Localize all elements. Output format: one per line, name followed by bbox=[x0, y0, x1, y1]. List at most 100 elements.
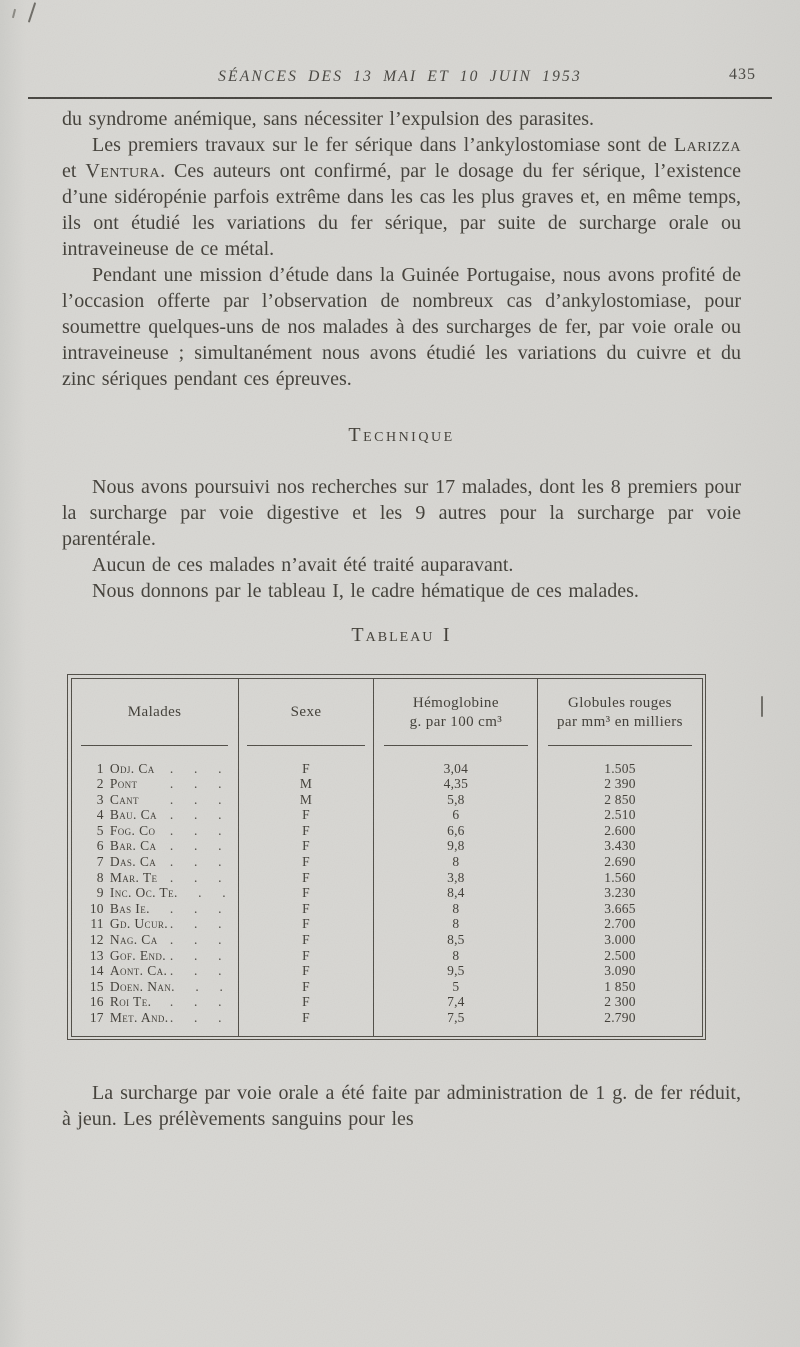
cell-hemoglobine: 7,5 bbox=[373, 1010, 538, 1037]
table-row: 8 Mar. Te . . . F 3,8 1.560 bbox=[71, 869, 702, 886]
cell-malade: 13 Gof. End. . . . bbox=[71, 948, 238, 964]
cell-hemoglobine: 9,5 bbox=[373, 963, 538, 979]
cell-sexe: F bbox=[237, 822, 374, 839]
dot-leader: . . . bbox=[169, 932, 222, 948]
patient-name: Fog. Co bbox=[109, 822, 156, 838]
patient-name: Pont bbox=[109, 776, 138, 792]
cell-sexe: M bbox=[237, 791, 374, 808]
cell-hemoglobine: 5 bbox=[373, 978, 538, 995]
patient-name: Inc. Oc. Te bbox=[109, 885, 174, 901]
cell-sexe: F bbox=[237, 838, 374, 855]
dot-leader: . . . bbox=[173, 885, 226, 901]
cell-sexe: F bbox=[237, 994, 374, 1010]
table-row: 14 Aont. Ca. . . . F 9,5 3.090 bbox=[71, 963, 702, 979]
dot-leader: . . . bbox=[169, 916, 222, 932]
table-row: 13 Gof. End. . . . F 8 2.500 bbox=[71, 947, 702, 964]
dot-leader: . . . bbox=[169, 838, 222, 854]
cell-globules: 3.090 bbox=[537, 963, 702, 979]
cell-sexe: F bbox=[237, 963, 374, 979]
cell-malade: 15 Doen. Nan . . . bbox=[71, 979, 238, 995]
table-title: Tableau I bbox=[351, 624, 452, 646]
header-line: Globules rouges bbox=[568, 694, 672, 711]
cell-sexe: F bbox=[237, 900, 374, 917]
paragraph-recherches: Nous avons poursuivi nos recherches sur … bbox=[62, 476, 741, 550]
dot-leader: . . . bbox=[169, 994, 222, 1010]
row-number: 15 bbox=[89, 978, 104, 994]
column-header-sexe: Sexe bbox=[237, 678, 374, 745]
cell-hemoglobine: 8 bbox=[373, 916, 538, 933]
column-header-malades: Malades bbox=[127, 704, 182, 720]
cell-malade: 17 Met. And. . . . bbox=[71, 1010, 238, 1036]
dot-leader: . . . bbox=[169, 869, 222, 885]
header-separator bbox=[71, 744, 238, 752]
cell-malade: 4 Bau. Ca . . . bbox=[71, 807, 238, 823]
cell-malade: 7 Das. Ca . . . bbox=[71, 854, 238, 870]
table-row: 6 Bar. Ca . . . F 9,8 3.430 bbox=[71, 838, 702, 855]
row-number: 12 bbox=[89, 932, 104, 948]
tableau-body: 1 Odj. Ca . . . F 3,04 1.505 2 Pont . . … bbox=[71, 751, 702, 1037]
patient-name: Bau. Ca bbox=[109, 807, 157, 823]
row-number: 2 bbox=[96, 776, 104, 792]
cell-malade: 10 Bas Ie. . . . bbox=[71, 901, 238, 917]
paragraph-continuation: du syndrome anémique, sans nécessiter l’… bbox=[62, 108, 595, 130]
table-row: 15 Doen. Nan . . . F 5 1 850 bbox=[71, 978, 702, 995]
cell-sexe: F bbox=[237, 869, 374, 886]
row-number: 16 bbox=[89, 994, 104, 1010]
header-separator bbox=[373, 744, 538, 752]
row-number: 7 bbox=[96, 854, 104, 870]
patient-name: Odj. Ca bbox=[109, 760, 155, 776]
dot-leader: . . . bbox=[169, 963, 222, 979]
table-row: 4 Bau. Ca . . . F 6 2.510 bbox=[71, 807, 702, 823]
cell-globules: 3.430 bbox=[537, 838, 702, 855]
author-name-larizza: Larizza bbox=[673, 134, 741, 156]
patient-name: Gd. Ucur. bbox=[109, 916, 169, 932]
header-separator bbox=[537, 744, 702, 752]
table-row: 12 Nag. Ca . . . F 8,5 3.000 bbox=[71, 932, 702, 948]
dot-leader: . . . bbox=[169, 807, 222, 823]
cell-globules: 1.560 bbox=[537, 869, 702, 886]
row-number: 17 bbox=[89, 1010, 104, 1025]
patient-name: Cant bbox=[109, 791, 139, 807]
table-row: 17 Met. And. . . . F 7,5 2.790 bbox=[71, 1010, 702, 1037]
cell-malade: 6 Bar. Ca . . . bbox=[71, 838, 238, 854]
cell-malade: 11 Gd. Ucur. . . . bbox=[71, 916, 238, 932]
tableau-1: Malades Sexe Hémoglobine g. par 100 cm³ G… bbox=[67, 674, 706, 1041]
cell-malade: 1 Odj. Ca . . . bbox=[71, 752, 238, 777]
header-rule bbox=[28, 97, 772, 99]
cell-malade: 3 Cant . . . bbox=[71, 792, 238, 808]
cell-globules: 2 850 bbox=[537, 791, 702, 808]
cell-hemoglobine: 4,35 bbox=[373, 776, 538, 792]
cell-globules: 3.000 bbox=[537, 932, 702, 948]
cell-malade: 16 Roi Te. . . . bbox=[71, 994, 238, 1010]
table-row: 11 Gd. Ucur. . . . F 8 2.700 bbox=[71, 916, 702, 933]
cell-hemoglobine: 8,4 bbox=[373, 885, 538, 901]
row-number: 5 bbox=[96, 822, 104, 838]
cell-hemoglobine: 5,8 bbox=[373, 791, 538, 808]
cell-globules: 2 300 bbox=[537, 994, 702, 1010]
cell-globules: 2.600 bbox=[537, 822, 702, 839]
row-number: 14 bbox=[89, 963, 104, 979]
column-header-globules: Globules rouges par mm³ en milliers bbox=[537, 678, 702, 745]
patient-name: Bar. Ca bbox=[109, 838, 157, 854]
cell-globules: 1.505 bbox=[537, 751, 702, 777]
cell-malade: 14 Aont. Ca. . . . bbox=[71, 963, 238, 979]
cell-hemoglobine: 8 bbox=[373, 947, 538, 964]
running-head: SÉANCES DES 13 MAI ET 10 JUIN 1953 bbox=[218, 68, 582, 85]
cell-hemoglobine: 8 bbox=[373, 854, 538, 870]
section-heading-technique: Technique bbox=[348, 424, 455, 446]
patient-name: Aont. Ca. bbox=[109, 963, 168, 979]
cell-hemoglobine: 6 bbox=[373, 807, 538, 823]
paragraph-text: . Ces auteurs ont confirmé, par le dosag… bbox=[62, 160, 741, 260]
cell-sexe: F bbox=[237, 854, 374, 870]
dot-leader: . . . bbox=[171, 978, 224, 994]
cell-globules: 2.790 bbox=[537, 1010, 702, 1037]
cell-malade: 5 Fog. Co . . . bbox=[71, 823, 238, 839]
cell-sexe: F bbox=[237, 807, 374, 823]
cell-globules: 2.510 bbox=[537, 807, 702, 823]
patient-name: Das. Ca bbox=[109, 854, 157, 870]
cell-malade: 12 Nag. Ca . . . bbox=[71, 932, 238, 948]
header-separator bbox=[237, 744, 374, 752]
row-number: 8 bbox=[96, 869, 104, 885]
paragraph-text: Les premiers travaux sur le fer sérique … bbox=[92, 134, 674, 156]
